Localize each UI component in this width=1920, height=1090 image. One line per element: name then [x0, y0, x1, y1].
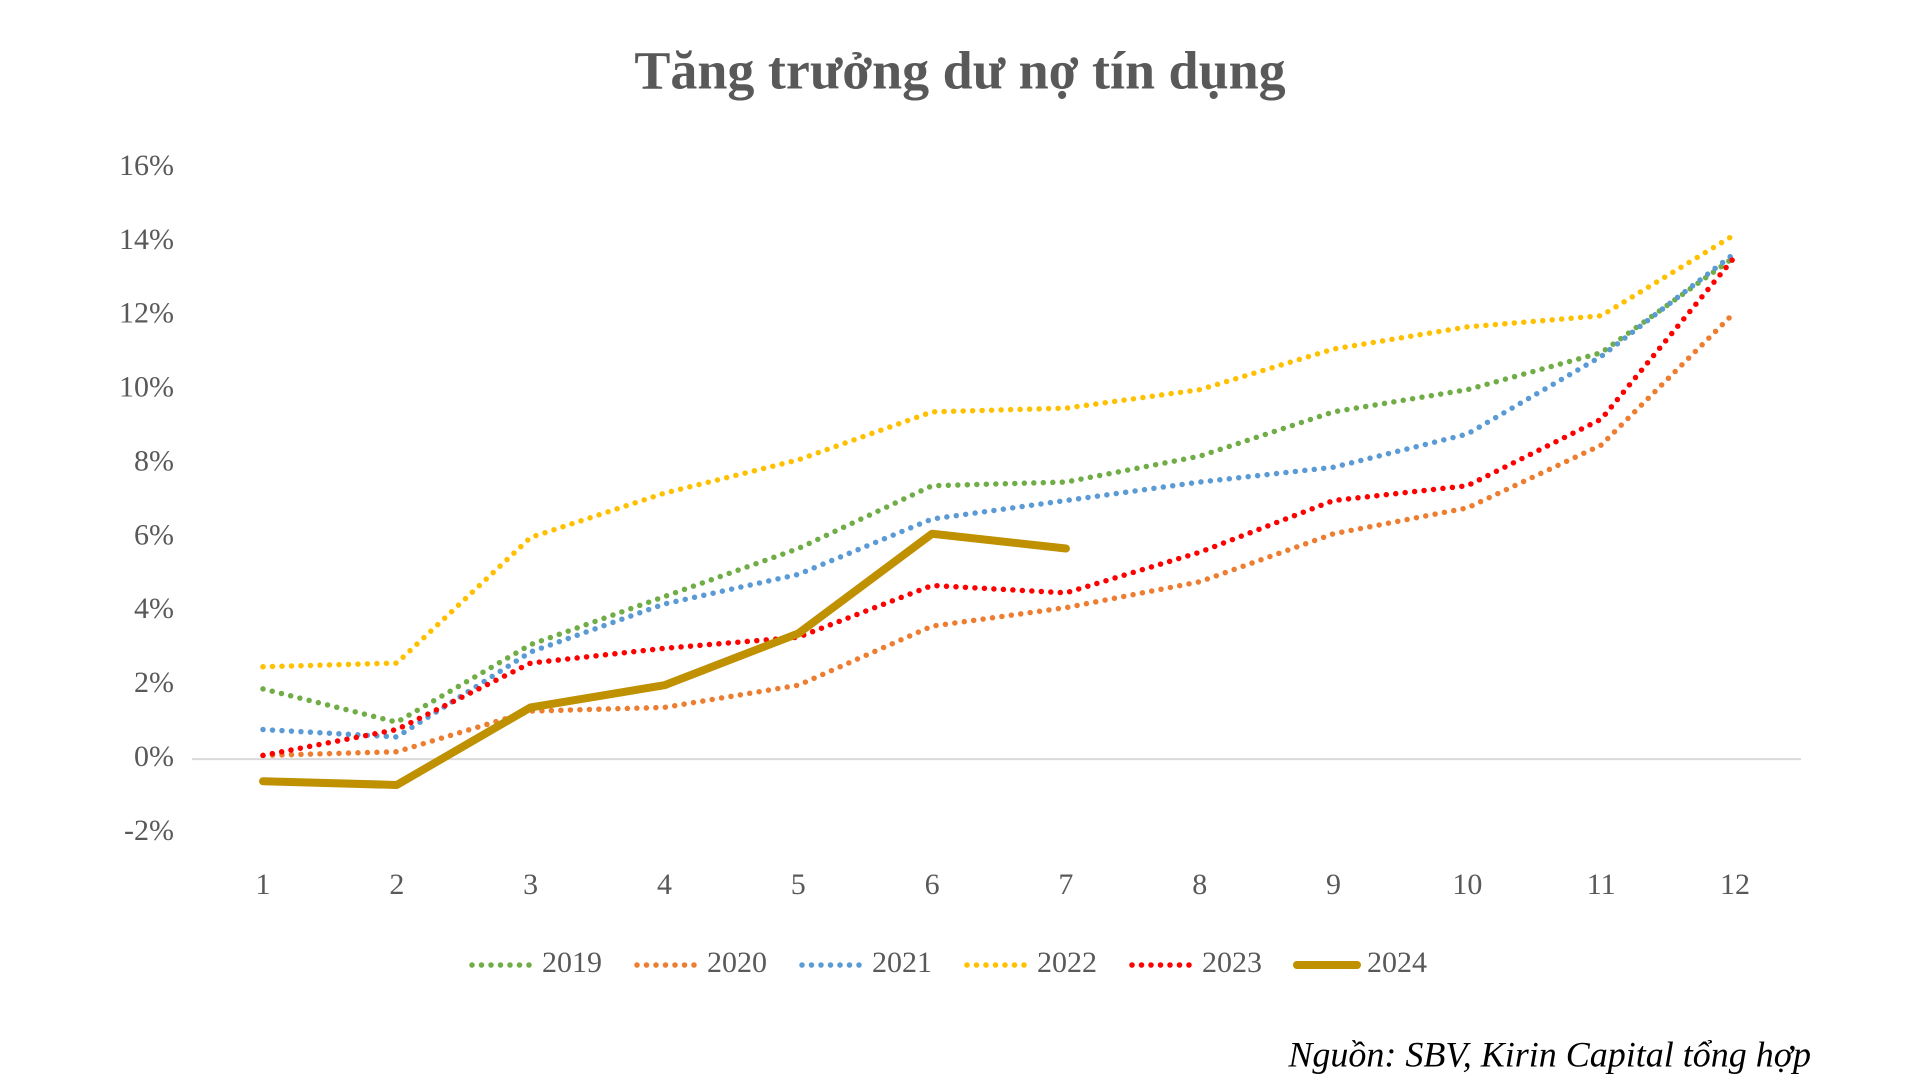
y-tick-label: 4%	[134, 592, 174, 625]
x-tick-label: 2	[389, 868, 404, 901]
y-tick-label: 6%	[134, 518, 174, 551]
x-tick-label: 5	[791, 868, 806, 901]
y-tick-label: 8%	[134, 444, 174, 477]
x-tick-label: 12	[1720, 868, 1750, 901]
x-tick-label: 7	[1058, 868, 1073, 901]
y-tick-label: 0%	[134, 740, 174, 773]
legend-label: 2022	[1037, 946, 1097, 979]
y-tick-label: 2%	[134, 666, 174, 699]
y-tick-label: -2%	[124, 814, 174, 847]
legend-label: 2019	[542, 946, 602, 979]
x-tick-label: 10	[1452, 868, 1482, 901]
series-line	[260, 309, 1738, 759]
y-tick-label: 14%	[119, 223, 174, 256]
x-tick-label: 11	[1587, 868, 1616, 901]
series-line	[260, 231, 1738, 670]
legend-label: 2023	[1202, 946, 1262, 979]
series-line	[260, 250, 1738, 740]
y-tick-label: 16%	[119, 149, 174, 182]
legend-label: 2020	[707, 946, 767, 979]
legend-label: 2021	[872, 946, 932, 979]
series-line	[260, 253, 1738, 759]
y-tick-label: 10%	[119, 371, 174, 404]
x-tick-label: 9	[1326, 868, 1341, 901]
chart-title: Tăng trưởng dư nợ tín dụng	[634, 40, 1285, 100]
source-note: Nguồn: SBV, Kirin Capital tổng hợp	[1287, 1034, 1811, 1074]
x-tick-label: 3	[523, 868, 538, 901]
x-tick-label: 8	[1192, 868, 1207, 901]
legend-label: 2024	[1367, 946, 1427, 979]
y-tick-label: 12%	[119, 297, 174, 330]
x-tick-label: 6	[925, 868, 940, 901]
series-line	[259, 529, 1070, 789]
x-tick-label: 4	[657, 868, 672, 901]
series-line	[260, 253, 1738, 726]
x-tick-label: 1	[256, 868, 271, 901]
